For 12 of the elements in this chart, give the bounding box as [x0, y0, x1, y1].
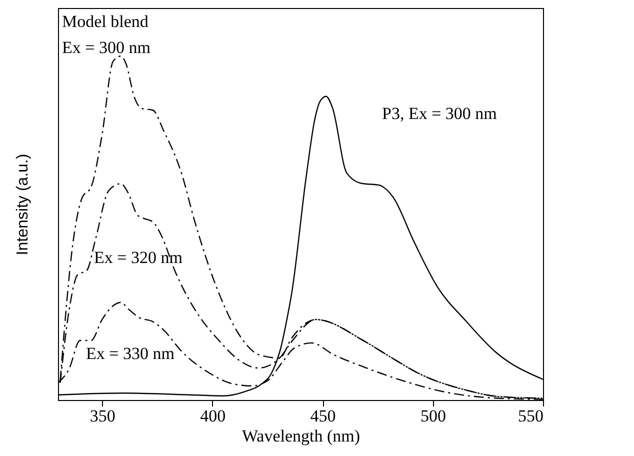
annotation: Ex = 330 nm	[86, 344, 174, 363]
x-tick-label: 350	[90, 406, 116, 426]
x-tick-label: 450	[310, 406, 336, 426]
x-axis-title: Wavelength (nm)	[242, 426, 360, 446]
text: Model blend	[62, 12, 149, 31]
annotation: Ex = 300 nm	[62, 38, 150, 57]
annotation: Ex = 320 nm	[94, 248, 182, 267]
x-tick-label: 550	[518, 406, 544, 426]
annotation: P3, Ex = 300 nm	[382, 104, 497, 123]
x-tick-label: 500	[420, 406, 446, 426]
y-axis-title: Intensity (a.u.)	[14, 154, 32, 256]
x-tick-label: 400	[200, 406, 226, 426]
